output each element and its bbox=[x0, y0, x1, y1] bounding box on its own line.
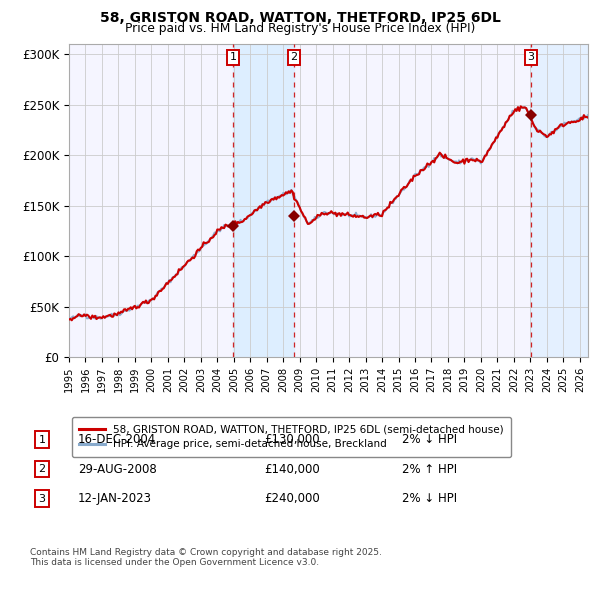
Text: £140,000: £140,000 bbox=[264, 463, 320, 476]
Legend: 58, GRISTON ROAD, WATTON, THETFORD, IP25 6DL (semi-detached house), HPI: Average: 58, GRISTON ROAD, WATTON, THETFORD, IP25… bbox=[71, 417, 511, 457]
Text: 1: 1 bbox=[230, 53, 236, 63]
Text: 29-AUG-2008: 29-AUG-2008 bbox=[78, 463, 157, 476]
Bar bbox=[531, 44, 588, 357]
Text: This data is licensed under the Open Government Licence v3.0.: This data is licensed under the Open Gov… bbox=[30, 558, 319, 567]
Text: 1: 1 bbox=[38, 435, 46, 444]
Bar bbox=[233, 44, 294, 357]
Text: 3: 3 bbox=[38, 494, 46, 503]
Text: 2% ↑ HPI: 2% ↑ HPI bbox=[402, 463, 457, 476]
Text: 2% ↓ HPI: 2% ↓ HPI bbox=[402, 492, 457, 505]
Bar bbox=[531, 44, 588, 357]
Text: 12-JAN-2023: 12-JAN-2023 bbox=[78, 492, 152, 505]
Text: 2% ↓ HPI: 2% ↓ HPI bbox=[402, 433, 457, 446]
Text: 16-DEC-2004: 16-DEC-2004 bbox=[78, 433, 156, 446]
Text: 3: 3 bbox=[527, 53, 535, 63]
Text: 58, GRISTON ROAD, WATTON, THETFORD, IP25 6DL: 58, GRISTON ROAD, WATTON, THETFORD, IP25… bbox=[100, 11, 500, 25]
Text: Price paid vs. HM Land Registry's House Price Index (HPI): Price paid vs. HM Land Registry's House … bbox=[125, 22, 475, 35]
Text: 2: 2 bbox=[290, 53, 298, 63]
Text: 2: 2 bbox=[38, 464, 46, 474]
Text: Contains HM Land Registry data © Crown copyright and database right 2025.: Contains HM Land Registry data © Crown c… bbox=[30, 548, 382, 556]
Text: £130,000: £130,000 bbox=[264, 433, 320, 446]
Text: £240,000: £240,000 bbox=[264, 492, 320, 505]
